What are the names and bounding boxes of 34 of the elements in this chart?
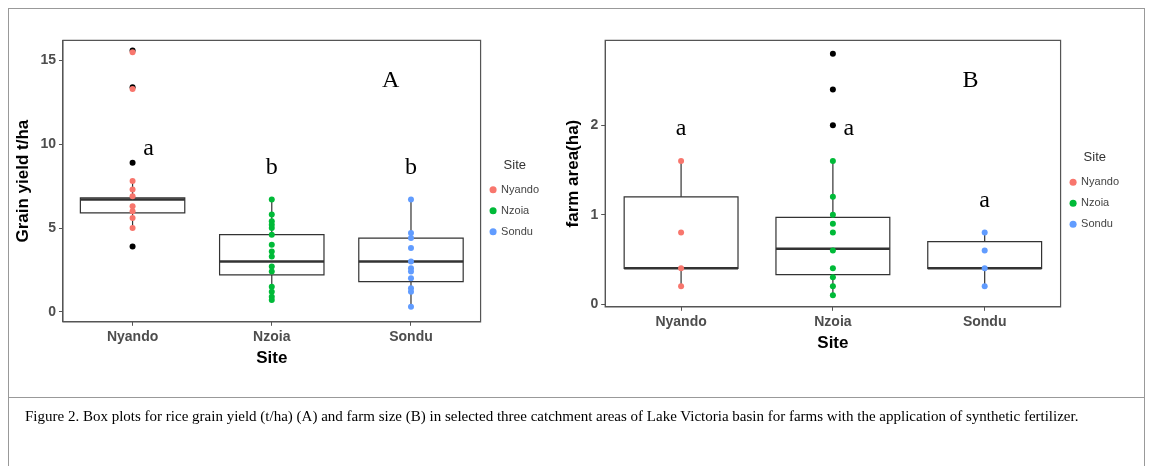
y-tick-label: 0 <box>590 294 599 311</box>
legend-label: Nzoia <box>501 203 531 216</box>
y-axis-title: Grain yield t/ha <box>12 119 32 243</box>
annotation: A <box>381 65 400 92</box>
y-tick-label: 2 <box>590 116 599 133</box>
y-tick-label: 0 <box>48 302 57 319</box>
legend-label: Nyando <box>501 182 540 195</box>
x-tick-label: Sondu <box>389 328 433 345</box>
x-tick-label: Nyando <box>655 313 707 330</box>
legend-title: Site <box>817 333 849 353</box>
caption: Figure 2. Box plots for rice grain yield (t/ha) (A) and farm size (B) in selected three catchment areas of Lake Victoria basin for farms with the application of synthetic fertilizer. <box>25 407 1080 426</box>
y-tick-label: 15 <box>40 51 57 68</box>
y-axis-title: farm area(ha) <box>562 119 582 228</box>
legend-label: Nzoia <box>1081 196 1111 209</box>
annotation: b <box>404 152 417 179</box>
annotation: B <box>962 65 979 92</box>
legend-label: Nyando <box>1081 175 1120 188</box>
legend-label: Sondu <box>501 224 533 237</box>
x-axis-title: Site <box>503 156 526 172</box>
x-tick-label: Nzoia <box>814 313 852 330</box>
legend-title: Site <box>256 348 288 368</box>
y-tick-label: 1 <box>590 205 599 222</box>
annotation: b <box>265 152 278 179</box>
y-tick-label: 10 <box>40 135 57 152</box>
legend-label: Sondu <box>1081 217 1113 230</box>
y-tick-label: 5 <box>48 218 57 235</box>
x-axis-title: Site <box>1083 149 1106 165</box>
annotation: a <box>675 114 687 141</box>
x-tick-label: Nyando <box>106 328 159 345</box>
x-tick-label: Sondu <box>962 313 1007 330</box>
x-tick-label: Nzoia <box>253 328 291 345</box>
annotation: a <box>843 114 855 141</box>
annotation: a <box>979 185 991 212</box>
annotation: a <box>143 134 155 161</box>
